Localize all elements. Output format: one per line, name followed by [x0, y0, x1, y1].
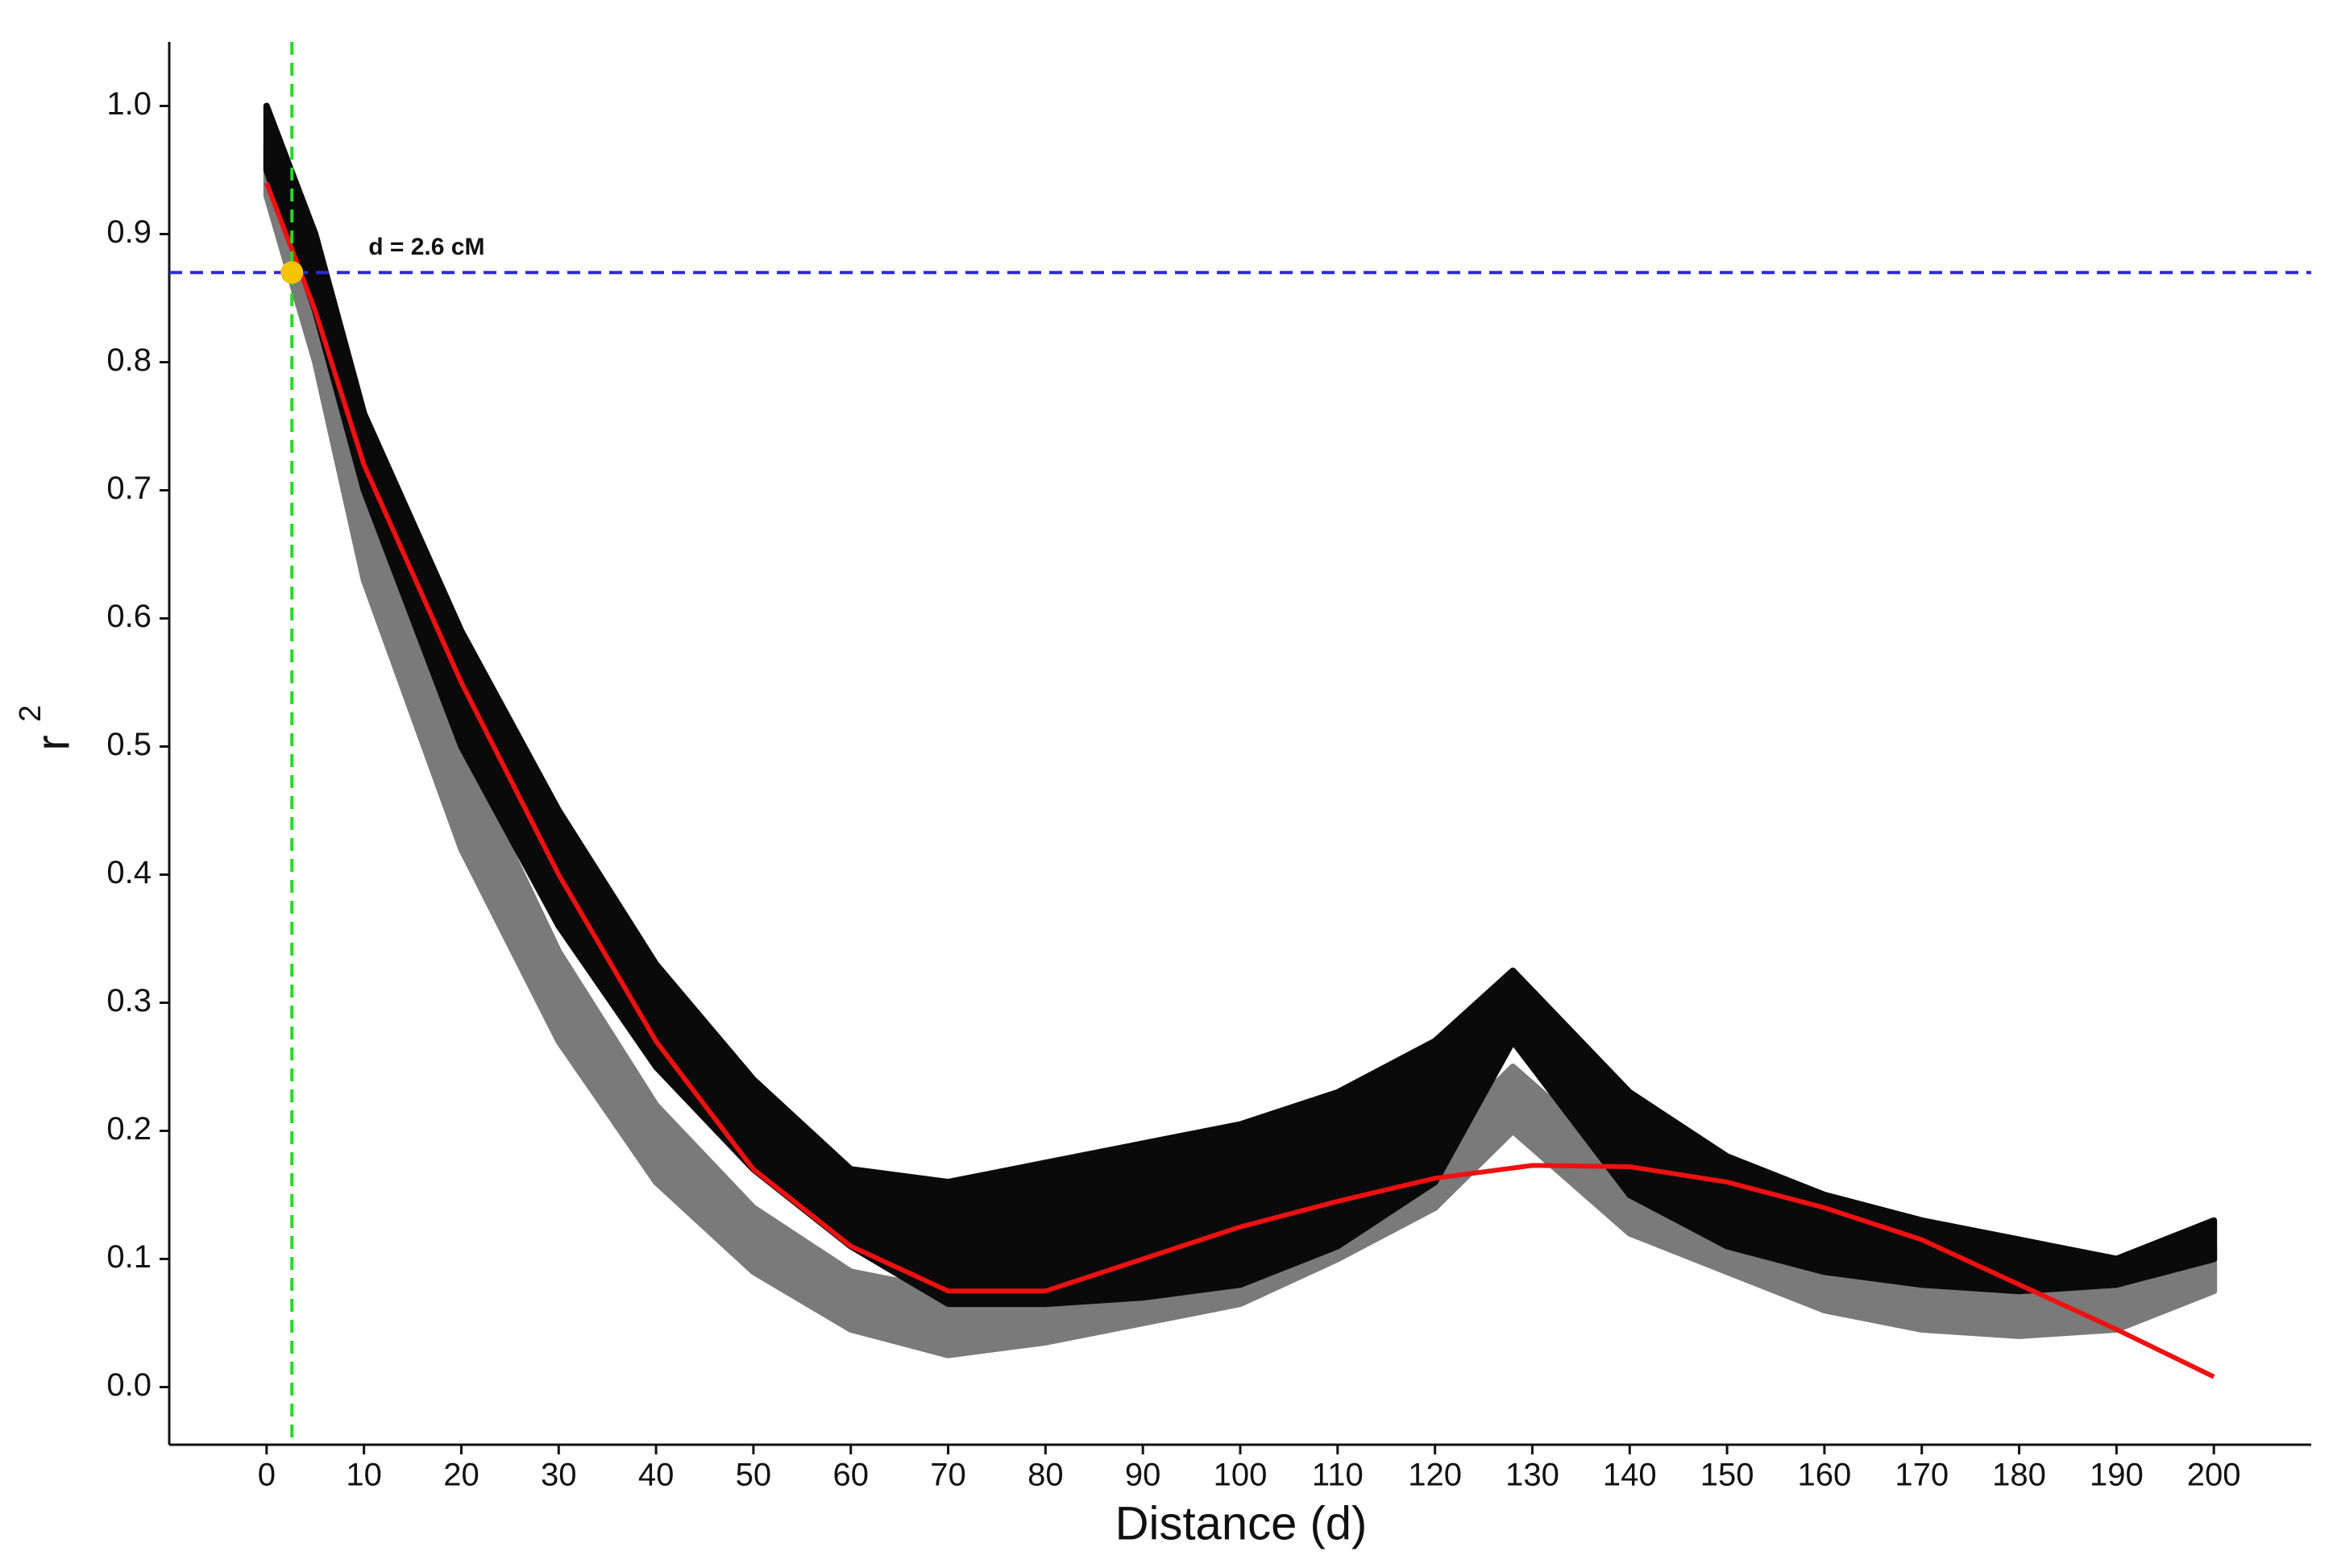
- x-tick-label: 100: [1214, 1458, 1268, 1493]
- x-tick-label: 20: [443, 1458, 479, 1493]
- y-tick-label: 0.9: [106, 214, 152, 250]
- x-tick-label: 0: [258, 1458, 276, 1493]
- x-tick-label: 120: [1408, 1458, 1462, 1493]
- y-tick-label: 0.0: [106, 1367, 152, 1403]
- y-tick-label: 0.2: [106, 1111, 152, 1147]
- y-tick-label: 0.1: [106, 1239, 152, 1275]
- x-tick-label: 190: [2090, 1458, 2144, 1493]
- x-tick-label: 60: [832, 1458, 869, 1493]
- x-tick-label: 170: [1895, 1458, 1949, 1493]
- y-axis-title: r: [27, 735, 79, 750]
- fit-line: [264, 181, 2215, 1379]
- y-tick-label: 0.6: [106, 599, 152, 634]
- y-axis-title-group: r 2: [14, 705, 79, 751]
- x-tick-label: 30: [541, 1458, 577, 1493]
- x-tick-label: 10: [346, 1458, 382, 1493]
- x-tick-label: 50: [736, 1458, 772, 1493]
- point-cloud-band: [263, 102, 2218, 1308]
- x-axis-title: Distance (d): [1115, 1497, 1368, 1549]
- x-tick-label: 80: [1027, 1458, 1064, 1493]
- y-tick-label: 0.5: [106, 727, 152, 762]
- y-tick-label: 0.8: [106, 342, 152, 378]
- x-tick-label: 70: [930, 1458, 966, 1493]
- annotation: d = 2.6 cM: [368, 234, 484, 260]
- intersection-point: [280, 261, 304, 284]
- x-tick-label: 150: [1700, 1458, 1754, 1493]
- y-tick-label: 0.7: [106, 471, 152, 506]
- x-tick-label: 90: [1125, 1458, 1161, 1493]
- x-tick-label: 110: [1312, 1458, 1364, 1493]
- x-tick-label: 200: [2187, 1458, 2241, 1493]
- y-axis-title-superscript: 2: [14, 705, 48, 722]
- x-tick-label: 130: [1505, 1458, 1559, 1493]
- point-cloud-band: [263, 141, 2218, 1359]
- y-tick-label: 0.4: [106, 855, 152, 890]
- y-tick-label: 0.3: [106, 983, 152, 1018]
- x-tick-label: 160: [1798, 1458, 1852, 1493]
- x-tick-label: 180: [1992, 1458, 2046, 1493]
- x-tick-label: 40: [638, 1458, 675, 1493]
- x-tick-label: 140: [1603, 1458, 1657, 1493]
- y-tick-label: 1.0: [106, 86, 152, 122]
